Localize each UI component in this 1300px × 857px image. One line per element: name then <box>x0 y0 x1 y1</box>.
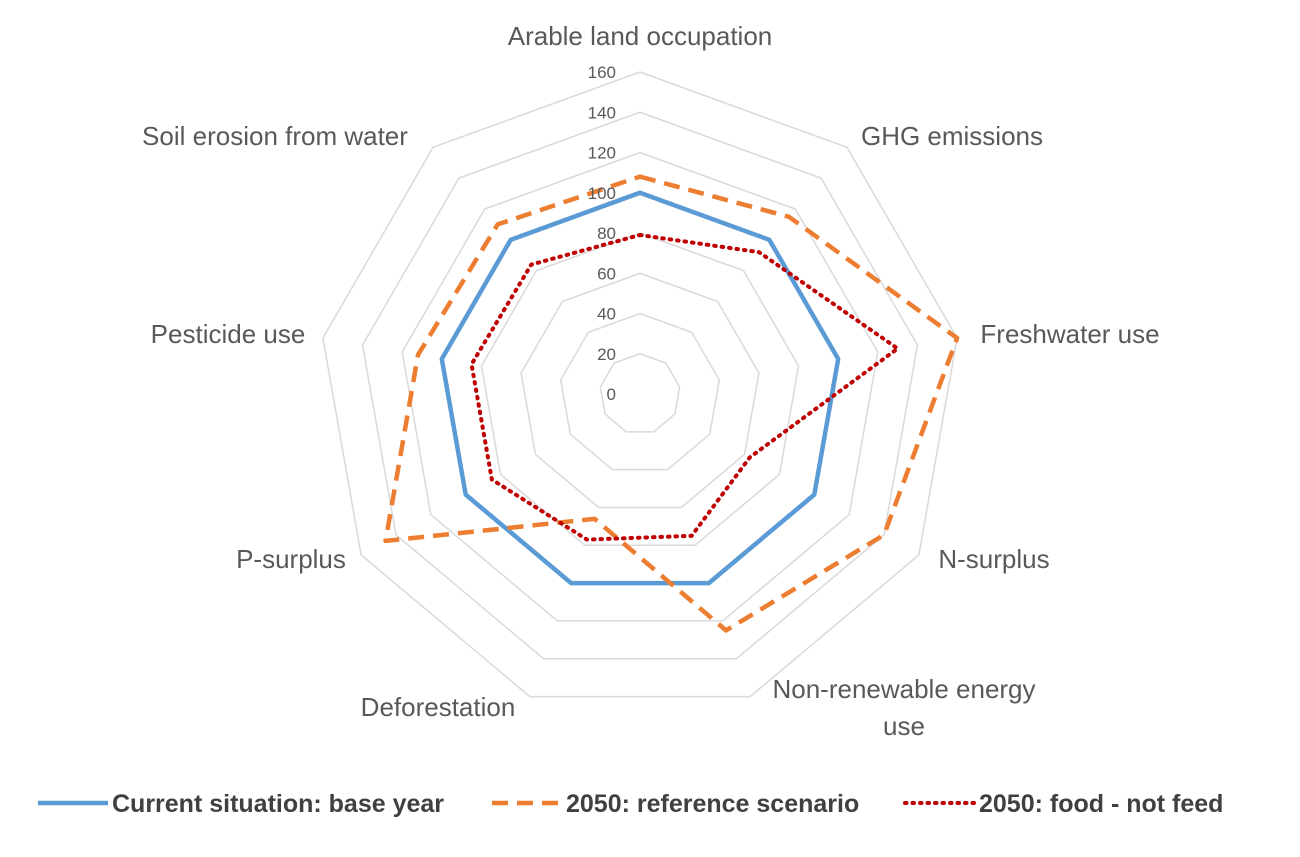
grid-ring <box>401 151 879 622</box>
tick-label: 80 <box>597 224 616 243</box>
grid-ring <box>361 111 919 660</box>
legend-label: 2050: reference scenario <box>566 790 859 818</box>
legend: Current situation: base year 2050: refere… <box>38 790 1223 818</box>
tick-label: 0 <box>607 385 616 404</box>
tick-label: 20 <box>597 345 616 364</box>
series-line-2 <box>383 174 960 633</box>
tick-label: 100 <box>588 184 616 203</box>
series-line-3 <box>469 233 900 542</box>
axis-labels: Arable land occupation GHG emissions Fresh… <box>142 21 1160 741</box>
legend-label: 2050: food - not feed <box>979 790 1223 818</box>
axis-label: Arable land occupation <box>508 21 773 51</box>
grid <box>322 71 958 698</box>
legend-label: Current situation: base year <box>112 790 444 818</box>
axis-label: Pesticide use <box>151 319 306 349</box>
axis-label: N-surplus <box>938 544 1049 574</box>
tick-label: 160 <box>588 63 616 82</box>
axis-label: Soil erosion from water <box>142 121 408 151</box>
axis-label: P-surplus <box>236 544 346 574</box>
axis-label: Freshwater use <box>980 319 1159 349</box>
series-lines <box>383 174 960 633</box>
tick-label: 60 <box>597 264 616 283</box>
tick-label: 40 <box>597 305 616 324</box>
grid-ring <box>559 312 721 471</box>
grid-ring <box>599 352 681 433</box>
grid-ring <box>322 71 958 698</box>
tick-label: 140 <box>588 103 616 122</box>
tick-label: 120 <box>588 144 616 163</box>
series-line-1 <box>439 190 841 586</box>
grid-ring <box>520 272 760 509</box>
axis-label: Non-renewable energy use <box>772 674 1035 741</box>
tick-labels: 0 20 40 60 80 100 120 140 160 <box>588 63 616 404</box>
axis-label: Deforestation <box>361 692 516 722</box>
axis-label: GHG emissions <box>861 121 1043 151</box>
grid-ring <box>480 232 800 547</box>
